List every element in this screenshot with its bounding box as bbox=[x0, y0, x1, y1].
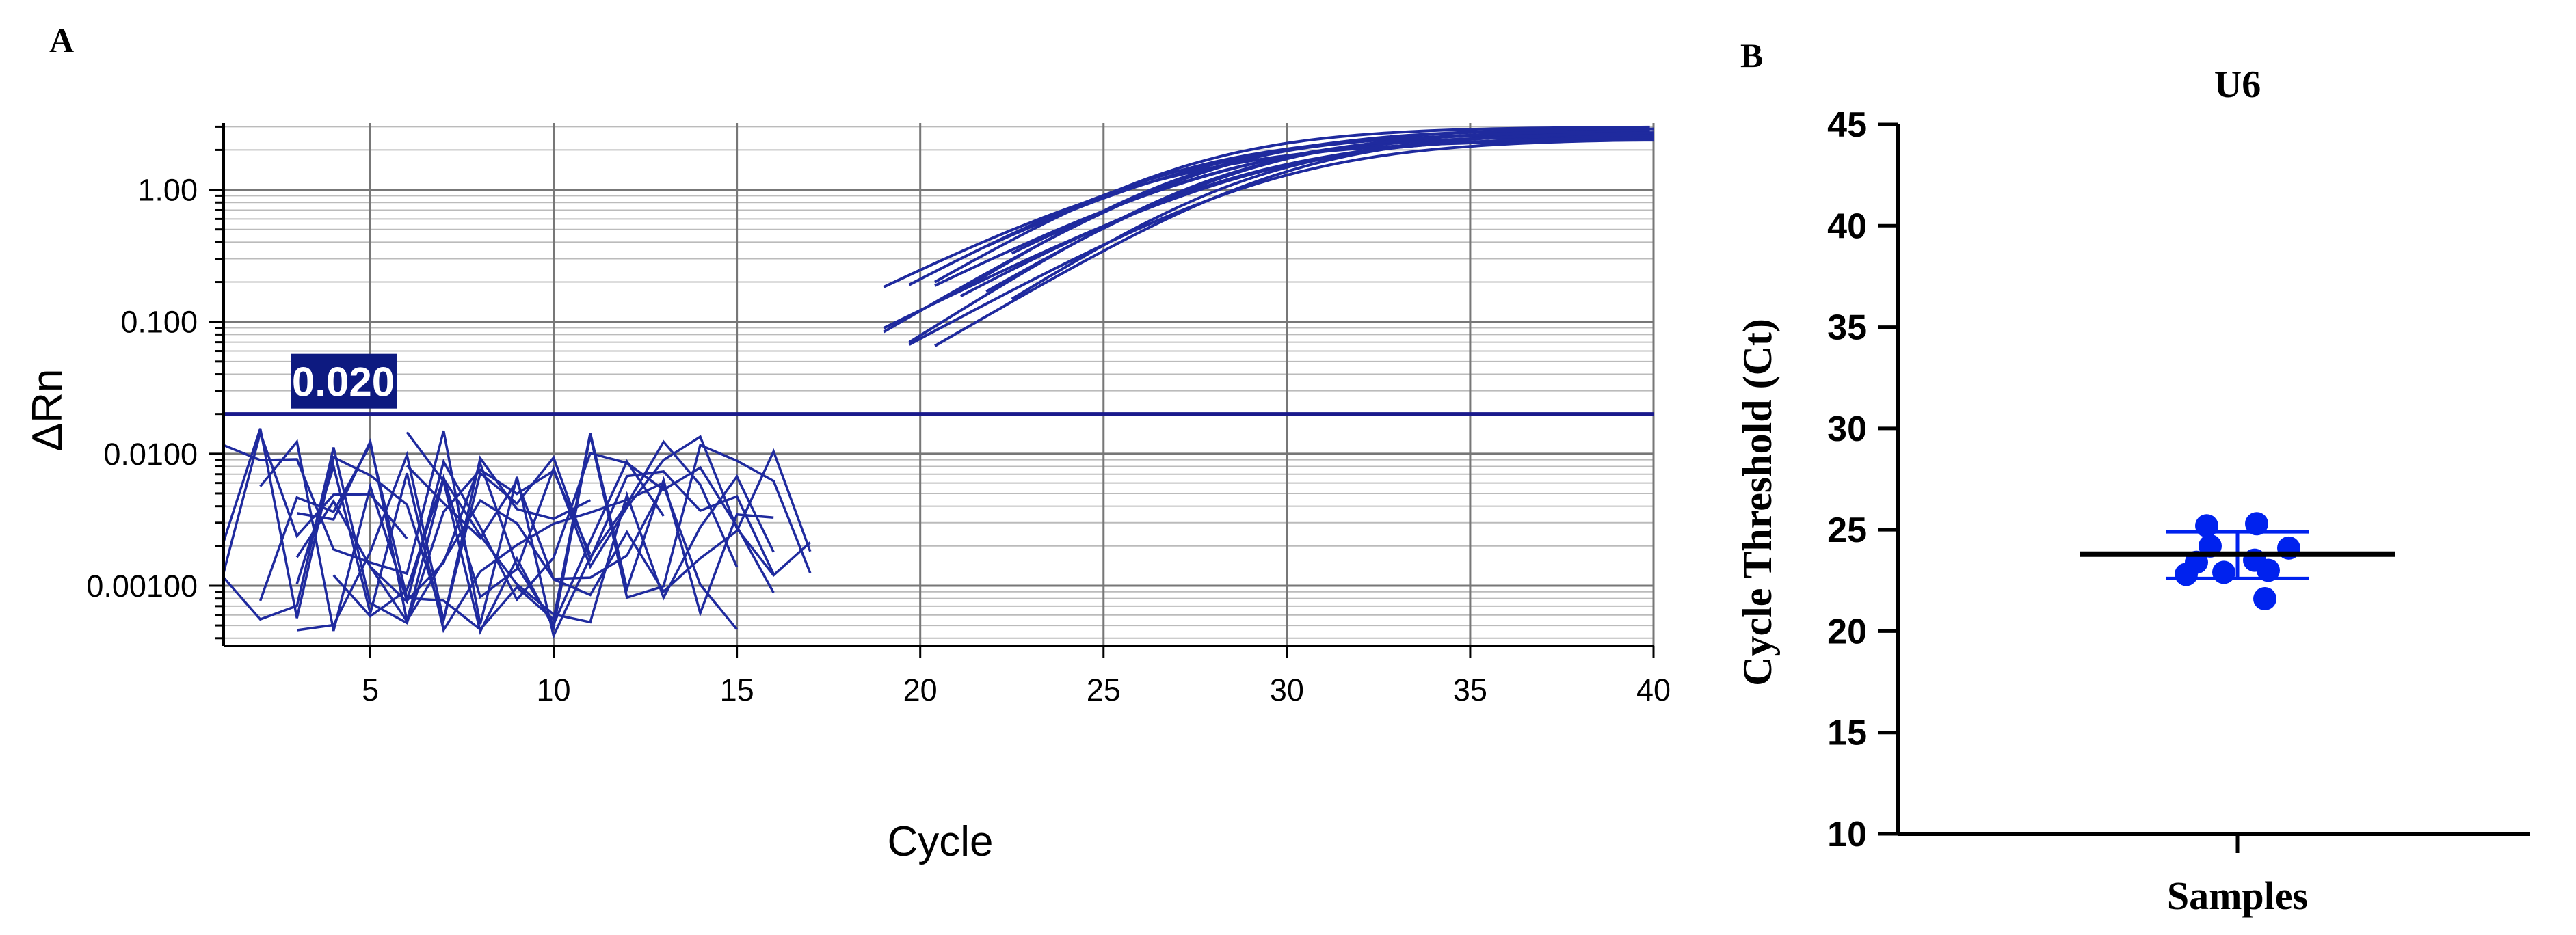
panel-a-y-tick-label: 0.100 bbox=[120, 305, 198, 340]
amplification-curve bbox=[908, 138, 1652, 346]
noise-curve bbox=[296, 437, 738, 630]
panel-b-title: U6 bbox=[2214, 64, 2261, 106]
threshold-label: 0.020 bbox=[292, 360, 395, 405]
threshold-label-box bbox=[291, 353, 397, 409]
panel-b-letter: B bbox=[1740, 36, 1763, 74]
panel-a-noise-curves bbox=[222, 428, 812, 640]
data-point bbox=[2212, 560, 2235, 584]
panel-b-y-tick-label: 30 bbox=[1827, 409, 1867, 449]
panel-a-x-tick-label: 35 bbox=[1453, 673, 1487, 707]
panel-a-x-tick-label: 10 bbox=[537, 673, 571, 707]
panel-a-y-tick-label: 0.00100 bbox=[86, 569, 198, 604]
noise-curve bbox=[406, 431, 812, 636]
data-point bbox=[2253, 586, 2276, 610]
noise-curve bbox=[295, 461, 665, 634]
noise-curve bbox=[369, 474, 775, 625]
panel-a-axes bbox=[209, 123, 1655, 658]
noise-curve bbox=[259, 439, 665, 632]
panel-a-x-tick-label: 5 bbox=[362, 673, 379, 707]
panel-b-y-tick-label: 25 bbox=[1827, 511, 1867, 550]
panel-a-y-tick-label: 1.00 bbox=[137, 173, 198, 208]
panel-b-y-tick-label: 15 bbox=[1827, 714, 1867, 753]
noise-curve bbox=[222, 428, 591, 625]
noise-curve bbox=[406, 448, 812, 597]
noise-curve bbox=[223, 430, 739, 640]
panel-a-x-tick-label: 15 bbox=[720, 673, 754, 707]
panel-b-y-tick-labels: 10 15 20 25 30 35 40 45 bbox=[1827, 105, 1867, 854]
panel-b-y-tick-label: 40 bbox=[1827, 206, 1867, 246]
panel-a-x-tick-label: 25 bbox=[1087, 673, 1121, 707]
panel-a-y-axis-label: ΔRn bbox=[24, 369, 71, 452]
panel-a-amplification-curves bbox=[883, 125, 1654, 347]
data-point bbox=[2245, 512, 2268, 536]
amplification-curve bbox=[985, 129, 1647, 293]
panel-a-letter: A bbox=[49, 21, 74, 59]
panel-a-x-axis-label: Cycle bbox=[887, 818, 993, 865]
panel-a-y-tick-labels: 0.00100 0.0100 0.100 1.00 bbox=[86, 173, 198, 604]
panel-a-x-tick-label: 30 bbox=[1270, 673, 1304, 707]
panel-b-axes bbox=[1878, 122, 2530, 853]
panel-b-y-tick-label: 20 bbox=[1827, 612, 1867, 651]
noise-curve bbox=[296, 450, 775, 632]
panel-a-y-tick-label: 0.0100 bbox=[103, 437, 198, 472]
panel-a-x-tick-labels: 5 10 15 20 25 30 35 40 bbox=[362, 673, 1671, 707]
amplification-curve bbox=[883, 127, 1654, 334]
panel-b-y-axis-label: Cycle Threshold (Ct) bbox=[1735, 319, 1780, 686]
panel-a-x-tick-label: 20 bbox=[903, 673, 938, 707]
panel-b-y-tick-label: 10 bbox=[1827, 815, 1867, 854]
data-point bbox=[2195, 514, 2218, 538]
panel-b: B U6 10 15 20 25 30 35 40 45 Cycle Threshold (C… bbox=[1735, 36, 2530, 918]
panel-a: A 0.020 5 10 15 20 25 30 35 40 0.00100 0.0100 0.1… bbox=[24, 21, 1671, 865]
amplification-curve bbox=[934, 131, 1650, 347]
amplification-curve bbox=[883, 139, 1654, 288]
panel-b-y-tick-label: 35 bbox=[1827, 308, 1867, 348]
panel-a-x-tick-label: 40 bbox=[1636, 673, 1671, 707]
panel-b-y-tick-label: 45 bbox=[1827, 105, 1867, 145]
panel-b-x-axis-label: Samples bbox=[2167, 873, 2308, 918]
noise-curve bbox=[258, 433, 774, 632]
